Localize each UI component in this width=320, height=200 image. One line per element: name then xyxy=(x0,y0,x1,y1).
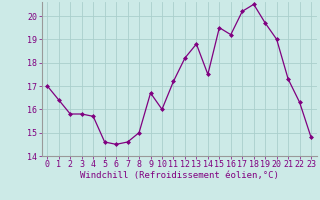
X-axis label: Windchill (Refroidissement éolien,°C): Windchill (Refroidissement éolien,°C) xyxy=(80,171,279,180)
